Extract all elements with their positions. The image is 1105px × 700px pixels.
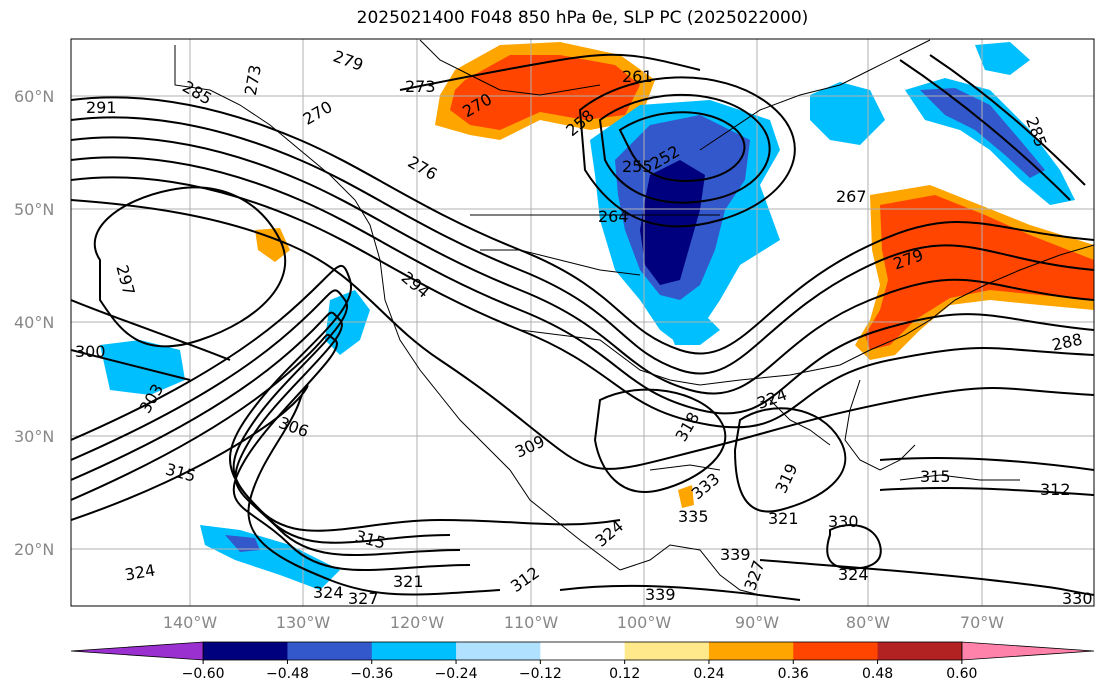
contour-label: 330 [828, 512, 859, 531]
colorbar-tick-label: −0.24 [435, 666, 478, 682]
lon-label: 140°W [163, 613, 218, 632]
colorbar-extend-low [70, 641, 204, 661]
contour-label: 324 [838, 565, 869, 584]
colorbar-segment [793, 642, 879, 660]
map-frame [70, 38, 1095, 607]
positive-anomaly-small-pacific [255, 228, 290, 262]
lat-label: 60°N [14, 87, 54, 106]
positive-anomaly-core-north [450, 55, 640, 130]
contour-label: 264 [598, 207, 629, 226]
contour-label: 324 [313, 583, 344, 602]
colorbar-tick-label: 0.48 [862, 666, 893, 682]
colorbar-tick-label: −0.48 [266, 666, 309, 682]
colorbar-tick-label: −0.60 [182, 666, 225, 682]
negative-anomaly-light-northeast-2 [975, 42, 1030, 75]
colorbar-segment [877, 642, 963, 660]
contour-lines [71, 53, 1094, 601]
negative-anomaly-light-hudson [810, 82, 885, 145]
contour-label: 255 [622, 157, 653, 176]
contour-label: 261 [622, 67, 653, 86]
contour-label: 300 [75, 342, 106, 361]
colorbar-tick-label: −0.12 [519, 666, 562, 682]
negative-anomaly-light-gulf [665, 310, 720, 345]
lon-label: 130°W [276, 613, 331, 632]
contour-label: 339 [720, 545, 751, 564]
lon-label: 90°W [735, 613, 779, 632]
colorbar-segment [456, 642, 541, 660]
contour-label: 321 [768, 509, 799, 528]
colorbar-segment [371, 642, 457, 660]
contour-label: 330 [1062, 589, 1093, 608]
negative-anomaly-core-central [640, 160, 705, 285]
latitude-labels: 60°N 50°N 40°N 30°N 20°N [14, 87, 54, 559]
colorbar-tick-label: 0.60 [946, 666, 977, 682]
contour-label: 335 [678, 507, 709, 526]
colorbar-segment [287, 642, 373, 660]
lon-label: 100°W [617, 613, 672, 632]
contour-label: 321 [393, 572, 424, 591]
negative-anomaly-core-southwest [225, 535, 260, 552]
colorbar-segment [624, 642, 710, 660]
lat-label: 40°N [14, 313, 54, 332]
lat-label: 20°N [14, 540, 54, 559]
colorbar-segment [708, 642, 794, 660]
contour-label: 327 [348, 589, 379, 608]
colorbar-extend-high [961, 641, 1095, 661]
chart-title: 2025021400 F048 850 hPa θe, SLP PC (2025… [356, 8, 809, 28]
contour-label: 291 [86, 98, 117, 117]
lon-label: 70°W [960, 613, 1004, 632]
lon-label: 80°W [846, 613, 890, 632]
colorbar-segment [540, 642, 626, 660]
coastlines [174, 39, 1094, 596]
lon-label: 120°W [390, 613, 445, 632]
colorbar-tick-label: 0.36 [778, 666, 809, 682]
colorbar: −0.60 −0.48 −0.36 −0.24 −0.12 0.12 0.24 0.36 0.4… [70, 641, 1095, 682]
positive-anomaly-small-mexico [678, 485, 694, 508]
colorbar-frame [202, 641, 963, 661]
contour-label: 267 [836, 187, 867, 206]
longitude-labels: 140°W 130°W 120°W 110°W 100°W 90°W 80°W … [163, 613, 1004, 632]
lat-label: 30°N [14, 427, 54, 446]
contour-label: 312 [1040, 480, 1071, 499]
contour-label: 339 [645, 585, 676, 604]
lat-label: 50°N [14, 200, 54, 219]
colorbar-tick-label: −0.36 [350, 666, 393, 682]
positive-anomaly-core-east [865, 195, 1094, 350]
lon-label: 110°W [504, 613, 559, 632]
contour-label: 273 [405, 77, 436, 96]
map-area: 291 273 279 285 270 273 261 270 258 252 … [71, 39, 1094, 608]
contour-label: 315 [920, 467, 951, 486]
colorbar-tick-label: 0.24 [693, 666, 724, 682]
colorbar-segment [203, 642, 288, 660]
colorbar-tick-label: 0.12 [609, 666, 640, 682]
